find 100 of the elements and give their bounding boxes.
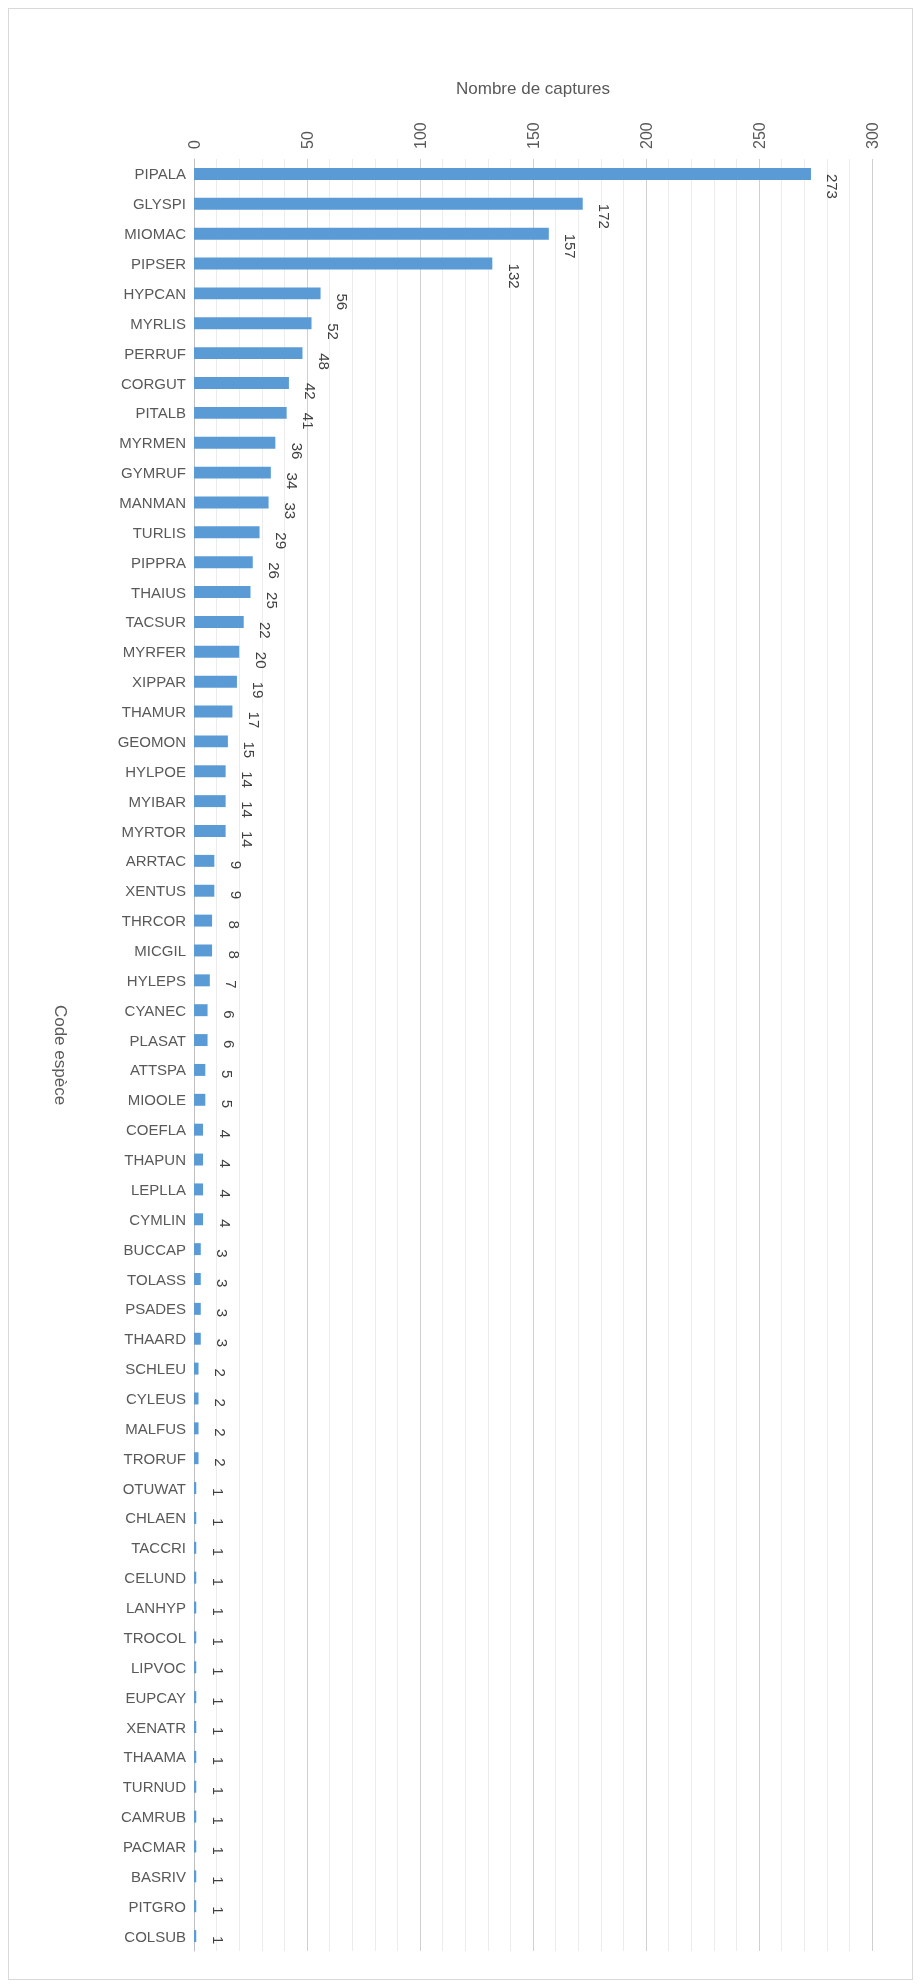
data-label: 9 [227, 860, 245, 870]
data-label: 5 [218, 1099, 236, 1109]
bar [194, 1362, 199, 1375]
x-tick-label: 0 [185, 140, 203, 149]
y-tick-label: GYMRUF [121, 464, 186, 482]
bar [194, 1034, 208, 1047]
data-label: 14 [239, 831, 257, 848]
data-label: 1 [209, 1906, 227, 1915]
y-tick-label: LANHYP [125, 1599, 186, 1617]
bar [194, 1422, 199, 1435]
y-tick-label: MYRMEN [119, 434, 186, 452]
y-tick-label: PSADES [125, 1300, 186, 1318]
data-label: 1 [209, 1876, 227, 1885]
data-label: 34 [284, 472, 302, 490]
y-tick-label: SCHLEU [125, 1360, 186, 1378]
data-label: 15 [241, 741, 259, 759]
y-tick-label: TURLIS [132, 523, 186, 541]
bar [194, 1123, 204, 1136]
data-label: 56 [334, 293, 352, 311]
y-tick-label: MYIBAR [128, 792, 187, 810]
data-label: 6 [221, 1010, 239, 1019]
data-label: 1 [209, 1637, 227, 1646]
y-tick-label: LIPVOC [130, 1658, 187, 1676]
bar [194, 765, 226, 778]
y-tick-label: XENTUS [125, 882, 186, 900]
data-label: 2 [212, 1428, 230, 1437]
y-tick-label: CHLAEN [125, 1509, 186, 1527]
y-axis-title: Code espèce [51, 1004, 70, 1106]
bar [194, 615, 244, 628]
bar [194, 377, 289, 389]
data-label: 41 [300, 412, 318, 430]
data-label: 2 [212, 1368, 230, 1377]
data-label: 1 [209, 1697, 227, 1706]
bar [194, 1243, 201, 1256]
data-label: 36 [288, 442, 306, 460]
data-label: 3 [214, 1249, 232, 1258]
bar [194, 974, 210, 987]
y-tick-label: CELUND [124, 1569, 187, 1587]
y-tick-label: PIPSER [130, 255, 187, 273]
bar [194, 1302, 201, 1315]
data-label: 3 [214, 1308, 232, 1318]
y-tick-label: PACMAR [122, 1837, 187, 1855]
data-label: 5 [218, 1069, 236, 1079]
bar [194, 586, 251, 599]
bar [194, 496, 269, 509]
y-tick-label: ARRTAC [125, 852, 187, 870]
y-tick-label: TURNUD [122, 1778, 187, 1796]
data-label: 4 [216, 1219, 234, 1228]
bar [194, 944, 213, 957]
data-label: 4 [216, 1159, 234, 1168]
y-tick-label: MALFUS [125, 1419, 186, 1437]
x-tick-label: 300 [863, 122, 881, 149]
data-label: 20 [252, 651, 270, 669]
y-tick-label: THAPUN [124, 1151, 186, 1169]
data-label: 42 [302, 383, 320, 400]
y-tick-label: HYLPOE [125, 762, 186, 780]
y-tick-label: PERRUF [124, 344, 186, 362]
y-tick-label: CAMRUB [120, 1808, 186, 1826]
bar [194, 675, 237, 688]
data-label: 1 [209, 1936, 227, 1945]
data-label: 3 [214, 1338, 232, 1348]
bar [194, 317, 312, 330]
y-tick-label: LEPLLA [130, 1180, 186, 1198]
data-label: 25 [264, 592, 281, 609]
x-tick-label: 200 [637, 122, 655, 149]
data-label: 1 [209, 1488, 227, 1497]
data-label: 1 [209, 1786, 227, 1796]
bar [194, 347, 303, 360]
y-tick-label: BASRIV [130, 1867, 186, 1885]
y-tick-label: ATTSPA [129, 1061, 186, 1079]
y-tick-label: PITGRO [128, 1897, 186, 1915]
x-tick-label: 150 [524, 122, 542, 149]
x-axis-title: Nombre de captures [455, 79, 611, 98]
y-tick-label: THAIUS [130, 583, 186, 601]
data-label: 17 [245, 711, 263, 729]
y-tick-label: HYPCAN [123, 284, 186, 302]
y-tick-label: XIPPAR [132, 673, 187, 691]
y-tick-label: MYRFER [122, 643, 187, 661]
data-label: 1 [209, 1756, 227, 1766]
y-tick-label: PITALB [135, 404, 186, 422]
bar [194, 854, 215, 867]
y-tick-label: MIOMAC [124, 225, 187, 243]
data-label: 1 [209, 1846, 227, 1855]
data-label: 1 [209, 1517, 227, 1527]
y-tick-label: THAMUR [121, 703, 187, 721]
y-tick-label: TOLASS [127, 1270, 186, 1288]
data-label: 26 [266, 562, 284, 579]
data-label: 6 [221, 1040, 239, 1049]
y-tick-label: GEOMON [117, 732, 186, 750]
y-tick-label: CYLEUS [125, 1389, 186, 1407]
bar [194, 287, 321, 300]
bar [194, 1452, 199, 1465]
data-label: 8 [225, 920, 243, 929]
data-label: 9 [227, 890, 245, 900]
data-label: 22 [257, 621, 275, 639]
y-tick-label: TRORUF [123, 1449, 186, 1467]
y-tick-label: GLYSPI [132, 195, 186, 213]
bar [194, 1273, 201, 1285]
data-label: 8 [225, 950, 243, 959]
data-label: 2 [212, 1398, 230, 1407]
